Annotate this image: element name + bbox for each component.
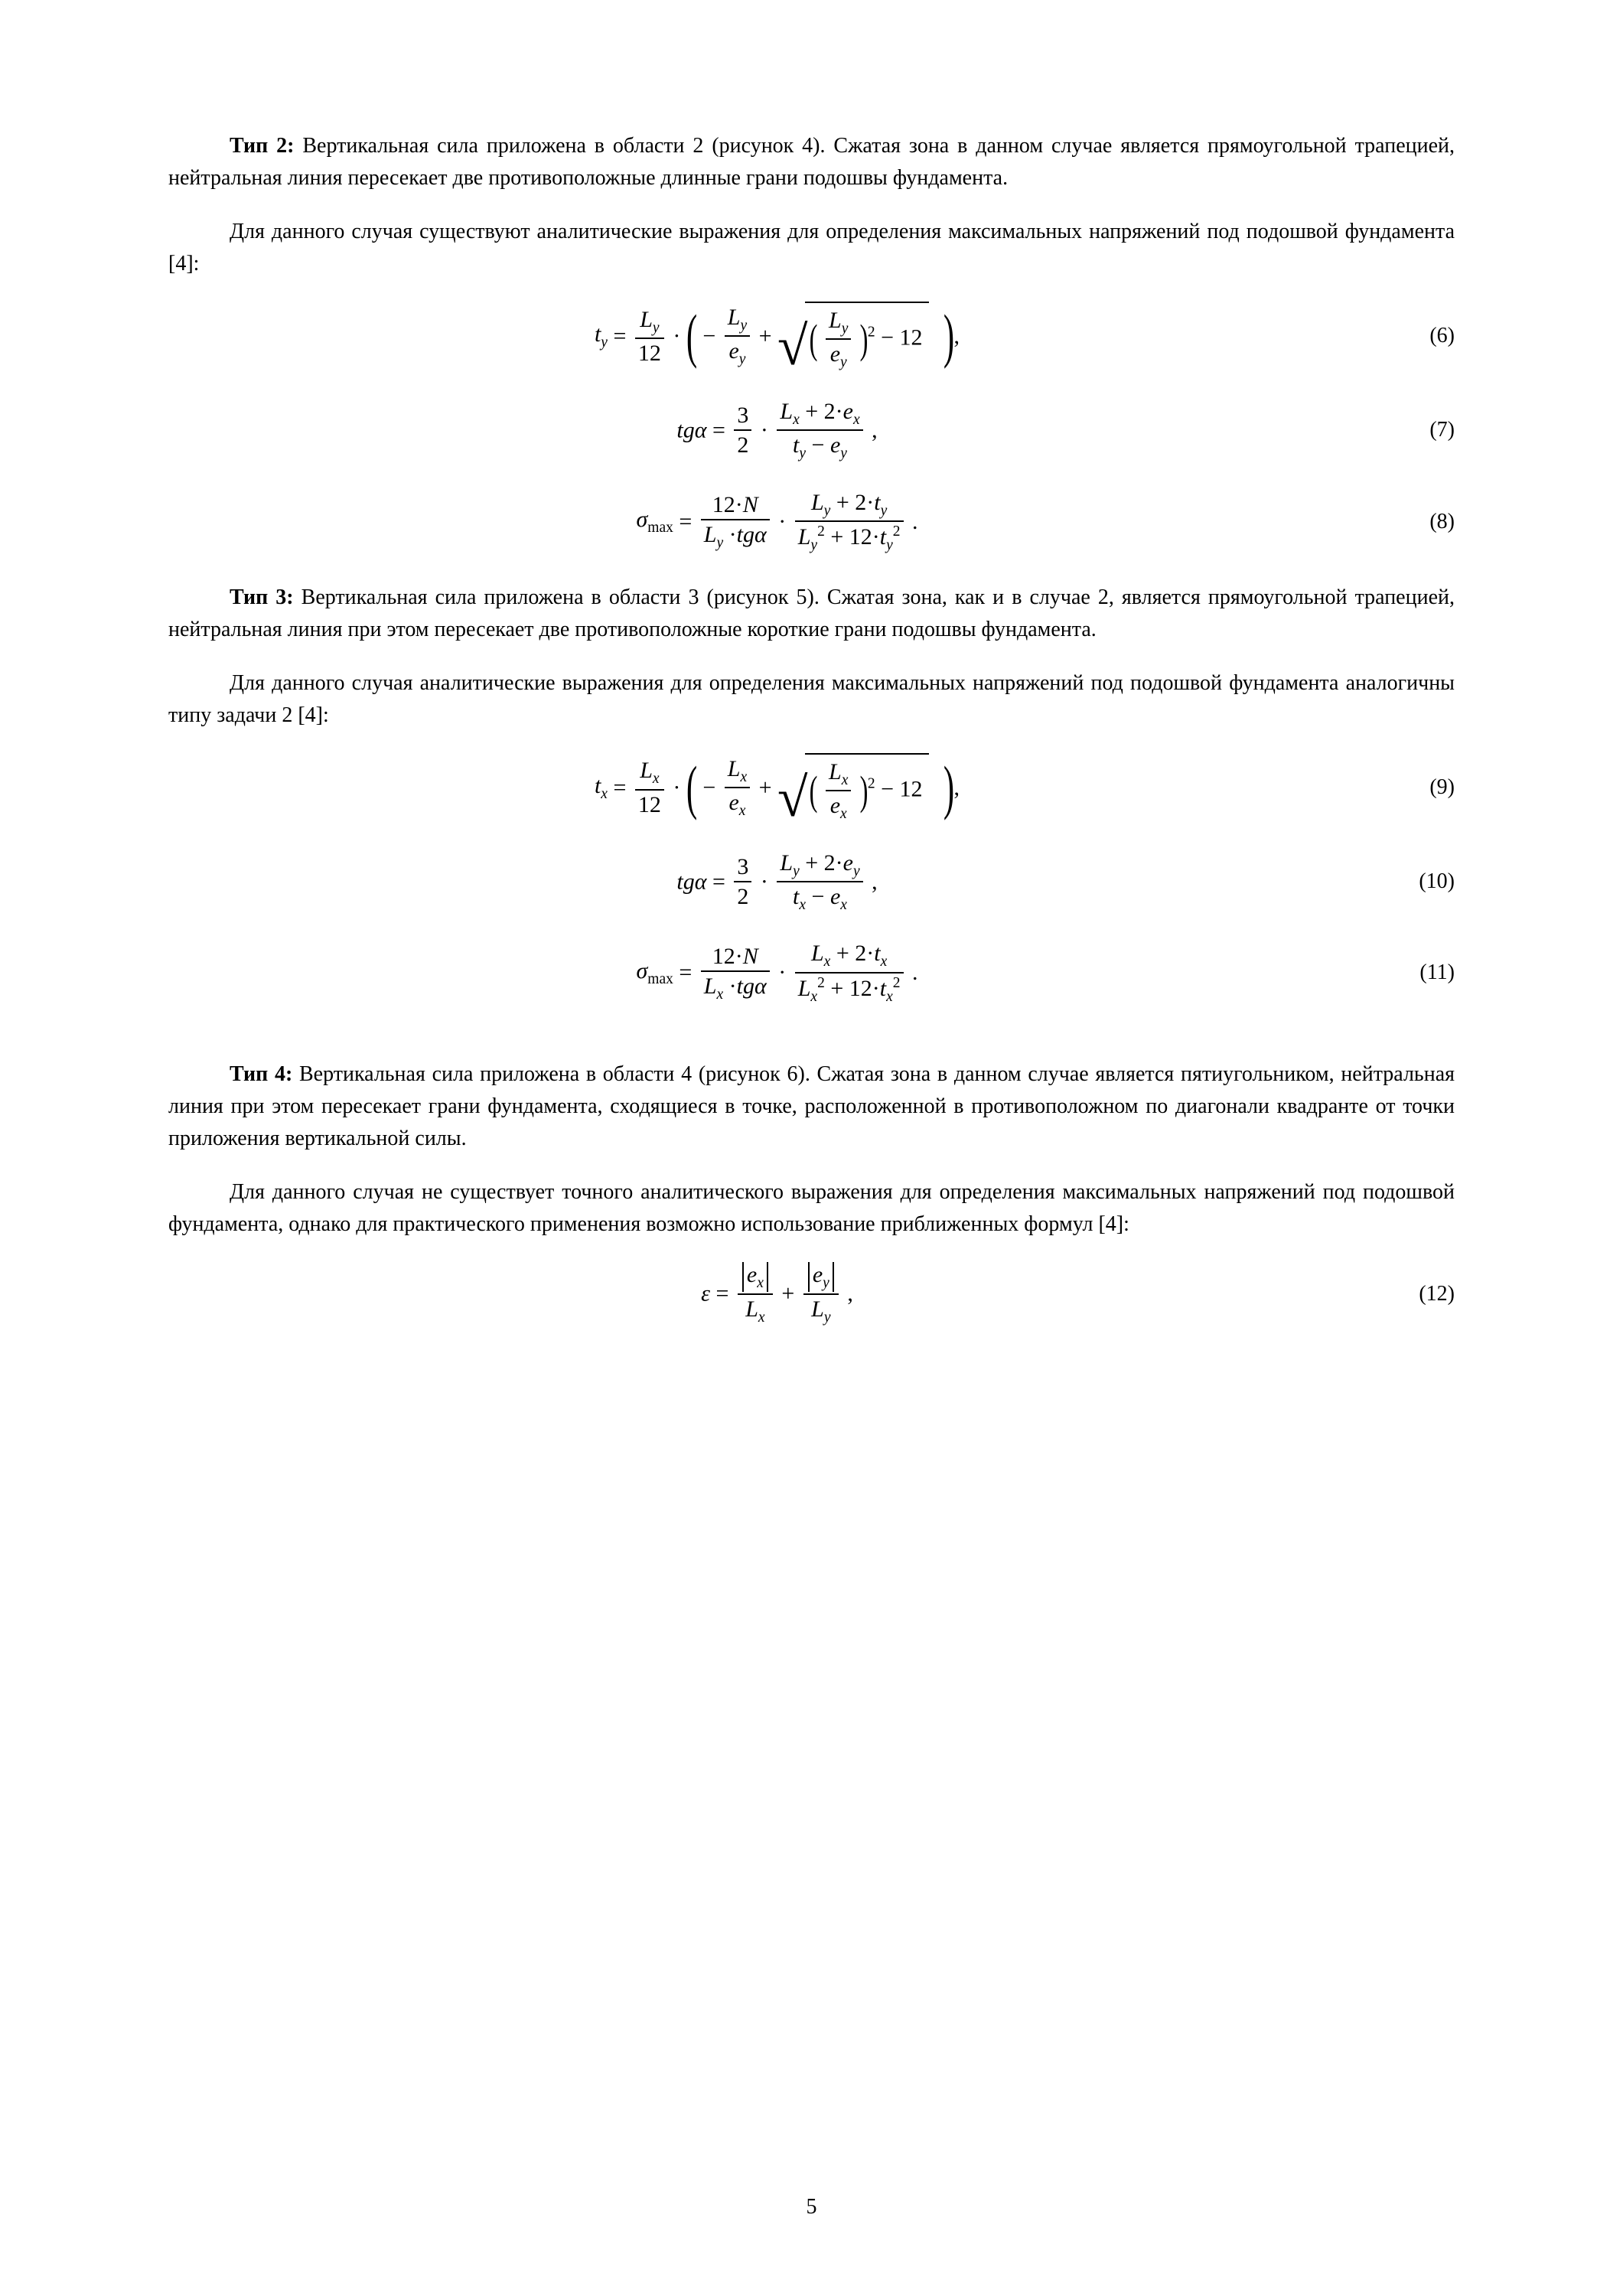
equation-9: tx = Lx12 · ( − Lxex + √ ( Lxex )2 − 12	[168, 753, 1455, 823]
para-type2-lead: Тип 2:	[230, 134, 294, 158]
para-type3-lead: Тип 3:	[230, 585, 294, 609]
para-type4: Тип 4: Вертикальная сила приложена в обл…	[168, 1058, 1455, 1155]
equation-12: ε = ex Lx + ey Ly , (12)	[168, 1262, 1455, 1326]
equation-8-body: σmax = 12·N Ly ·tgα · Ly + 2·ty Ly2 + 12…	[168, 490, 1386, 554]
page-number: 5	[0, 2195, 1623, 2219]
equation-12-number: (12)	[1386, 1282, 1455, 1306]
equation-12-body: ε = ex Lx + ey Ly ,	[168, 1262, 1386, 1326]
equation-7-body: tgα = 32 · Lx + 2·ex ty − ey ,	[168, 399, 1386, 462]
equation-6-number: (6)	[1386, 324, 1455, 348]
para-type4-intro: Для данного случая не существует точного…	[168, 1176, 1455, 1241]
equation-8: σmax = 12·N Ly ·tgα · Ly + 2·ty Ly2 + 12…	[168, 490, 1455, 554]
para-type3-body: Вертикальная сила приложена в области 3 …	[168, 585, 1455, 641]
para-type2: Тип 2: Вертикальная сила приложена в обл…	[168, 130, 1455, 194]
page: Тип 2: Вертикальная сила приложена в обл…	[0, 0, 1623, 2296]
para-type4-lead: Тип 4:	[230, 1062, 292, 1086]
equation-10-number: (10)	[1386, 869, 1455, 894]
equation-10-body: tgα = 32 · Ly + 2·ey tx − ex ,	[168, 850, 1386, 914]
equation-6-body: ty = Ly12 · ( − Lyey + √ ( Lyey )2 − 12	[168, 302, 1386, 371]
equation-11-number: (11)	[1386, 960, 1455, 985]
para-type2-intro: Для данного случая существуют аналитичес…	[168, 216, 1455, 280]
para-type3-intro: Для данного случая аналитические выражен…	[168, 667, 1455, 732]
equation-10: tgα = 32 · Ly + 2·ey tx − ex , (10)	[168, 850, 1455, 914]
equation-11-body: σmax = 12·N Lx ·tgα · Lx + 2·tx Lx2 + 12…	[168, 941, 1386, 1005]
equation-11: σmax = 12·N Lx ·tgα · Lx + 2·tx Lx2 + 12…	[168, 941, 1455, 1005]
para-type2-body: Вертикальная сила приложена в области 2 …	[168, 134, 1455, 190]
equation-6: ty = Ly12 · ( − Lyey + √ ( Lyey )2 − 12	[168, 302, 1455, 371]
equation-9-body: tx = Lx12 · ( − Lxex + √ ( Lxex )2 − 12	[168, 753, 1386, 823]
equation-7-number: (7)	[1386, 418, 1455, 442]
equation-9-number: (9)	[1386, 775, 1455, 800]
para-type3: Тип 3: Вертикальная сила приложена в обл…	[168, 582, 1455, 646]
para-type4-body: Вертикальная сила приложена в области 4 …	[168, 1062, 1455, 1150]
equation-7: tgα = 32 · Lx + 2·ex ty − ey , (7)	[168, 399, 1455, 462]
equation-8-number: (8)	[1386, 510, 1455, 534]
